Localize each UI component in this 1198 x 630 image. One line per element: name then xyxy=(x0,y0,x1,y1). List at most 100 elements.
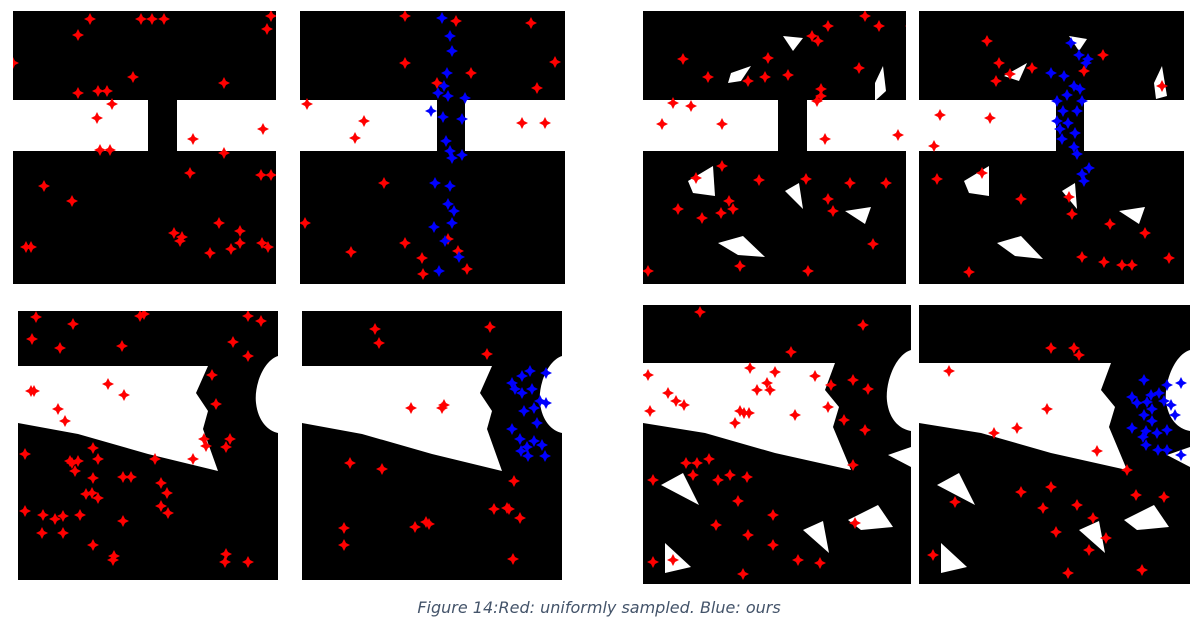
our-sample-point xyxy=(442,198,454,210)
obstacle-shard xyxy=(1167,447,1190,467)
our-sample-point xyxy=(456,149,468,161)
panel-wedge-gap-ours xyxy=(302,311,562,580)
uniform-sample-point xyxy=(117,471,129,483)
panel-narrow-passage-uniform xyxy=(13,11,276,284)
uniform-sample-point xyxy=(1076,251,1088,263)
uniform-sample-point xyxy=(184,167,196,179)
our-sample-point xyxy=(1161,379,1173,391)
our-sample-point xyxy=(1071,105,1083,117)
our-sample-point xyxy=(531,417,543,429)
wedge-obstacle xyxy=(919,363,1127,470)
uniform-sample-point xyxy=(1015,486,1027,498)
our-sample-point xyxy=(1051,115,1063,127)
wedge-obstacle xyxy=(18,366,218,471)
panel-cluttered-passage-uniform xyxy=(643,11,906,284)
uniform-sample-point xyxy=(880,177,892,189)
uniform-sample-point xyxy=(146,13,158,25)
uniform-sample-point xyxy=(741,471,753,483)
uniform-sample-point xyxy=(488,503,500,515)
wall-left xyxy=(643,100,778,151)
obstacle-shard xyxy=(1154,66,1167,99)
uniform-sample-point xyxy=(703,453,715,465)
uniform-sample-point xyxy=(762,52,774,64)
our-sample-point xyxy=(515,445,527,457)
uniform-sample-point xyxy=(224,433,236,445)
obstacle-shard xyxy=(1069,36,1087,51)
uniform-sample-point xyxy=(378,177,390,189)
uniform-sample-point xyxy=(667,97,679,109)
our-sample-point xyxy=(526,383,538,395)
uniform-sample-point xyxy=(255,169,267,181)
our-sample-point xyxy=(459,92,471,104)
uniform-sample-point xyxy=(729,417,741,429)
uniform-sample-point xyxy=(1091,445,1103,457)
uniform-sample-point xyxy=(715,207,727,219)
our-sample-point xyxy=(524,365,536,377)
our-sample-point xyxy=(1054,123,1066,135)
our-sample-point xyxy=(540,367,552,379)
our-sample-point xyxy=(528,402,540,414)
our-sample-point xyxy=(1078,175,1090,187)
uniform-sample-point xyxy=(59,415,71,427)
obstacle-shard xyxy=(783,36,803,51)
uniform-sample-point xyxy=(117,515,129,527)
uniform-sample-point xyxy=(436,402,448,414)
uniform-sample-point xyxy=(102,378,114,390)
figure-svg xyxy=(18,311,278,580)
uniform-sample-point xyxy=(92,85,104,97)
uniform-sample-point xyxy=(204,247,216,259)
uniform-sample-point xyxy=(990,75,1002,87)
uniform-sample-point xyxy=(644,405,656,417)
uniform-sample-point xyxy=(1015,193,1027,205)
uniform-sample-point xyxy=(751,384,763,396)
uniform-sample-point xyxy=(1130,489,1142,501)
uniform-sample-point xyxy=(734,260,746,272)
uniform-sample-point xyxy=(30,311,42,323)
uniform-sample-point xyxy=(742,75,754,87)
our-sample-point xyxy=(1161,424,1173,436)
uniform-sample-point xyxy=(92,453,104,465)
our-sample-point xyxy=(1074,83,1086,95)
uniform-sample-point xyxy=(822,193,834,205)
uniform-sample-point xyxy=(809,370,821,382)
uniform-sample-point xyxy=(1068,342,1080,354)
panel-narrow-passage-ours xyxy=(300,11,565,284)
uniform-sample-point xyxy=(255,315,267,327)
uniform-sample-point xyxy=(514,512,526,524)
panel-wedge-gap-uniform xyxy=(18,311,278,580)
uniform-sample-point xyxy=(225,243,237,255)
our-sample-point xyxy=(1071,148,1083,160)
our-sample-point xyxy=(1175,449,1187,461)
uniform-sample-point xyxy=(905,25,906,27)
uniform-sample-point xyxy=(988,427,1000,439)
uniform-samples xyxy=(300,11,561,280)
uniform-sample-point xyxy=(687,469,699,481)
round-obstacle xyxy=(886,350,911,431)
uniform-sample-point xyxy=(1071,499,1083,511)
uniform-sample-point xyxy=(162,507,174,519)
uniform-sample-point xyxy=(1004,68,1016,80)
uniform-sample-point xyxy=(452,245,464,257)
obstacle-shard xyxy=(728,66,751,83)
uniform-sample-point xyxy=(106,98,118,110)
uniform-sample-point xyxy=(461,263,473,275)
uniform-sample-point xyxy=(86,487,98,499)
uniform-sample-point xyxy=(685,100,697,112)
uniform-sample-point xyxy=(507,553,519,565)
our-sample-point xyxy=(1152,444,1164,456)
uniform-sample-point xyxy=(822,401,834,413)
uniform-sample-point xyxy=(859,424,871,436)
uniform-sample-point xyxy=(812,35,824,47)
uniform-sample-point xyxy=(981,35,993,47)
uniform-sample-point xyxy=(927,549,939,561)
uniform-sample-point xyxy=(1098,256,1110,268)
figure-svg xyxy=(643,305,911,584)
uniform-sample-point xyxy=(1121,464,1133,476)
uniform-sample-point xyxy=(1026,62,1038,74)
uniform-sample-point xyxy=(101,85,113,97)
panel-cluttered-wedge-ours xyxy=(919,305,1190,584)
wall-left xyxy=(919,100,1056,151)
uniform-sample-point xyxy=(155,500,167,512)
our-sample-point xyxy=(536,439,548,451)
uniform-sample-point xyxy=(873,20,885,32)
